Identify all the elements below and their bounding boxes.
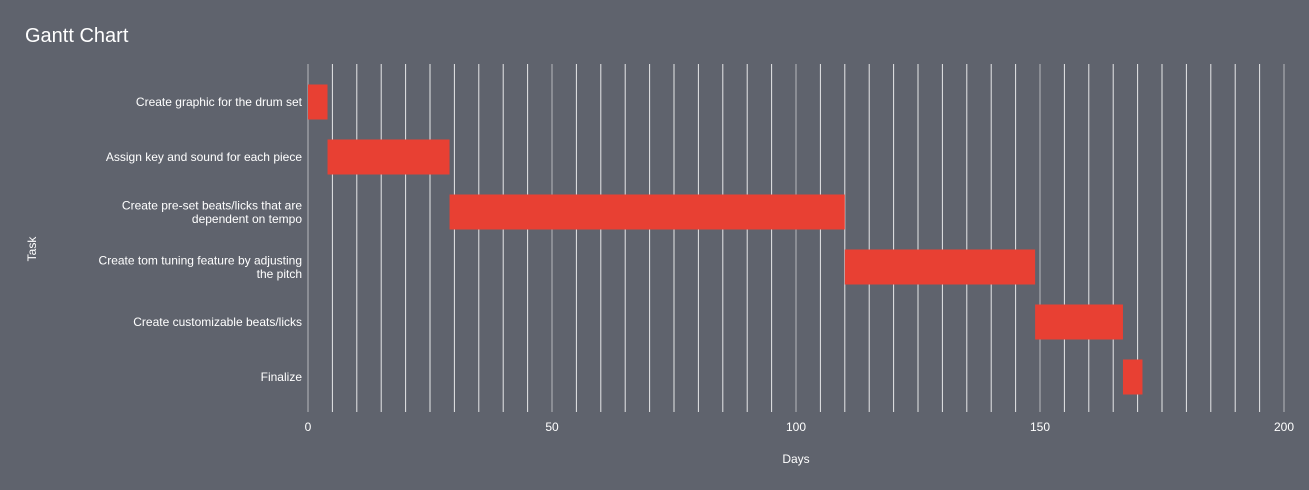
- task-bar: [327, 139, 450, 175]
- task-bar: [308, 84, 328, 120]
- x-tick-label: 100: [786, 420, 806, 434]
- task-bar: [1122, 359, 1143, 395]
- task-label: Finalize: [261, 370, 303, 384]
- task-label: Create tom tuning feature by adjusting th…: [99, 253, 302, 281]
- task-label: Create pre-set beats/licks that are depen…: [122, 198, 302, 226]
- task-label: Create graphic for the drum set: [136, 95, 303, 109]
- task-label: Assign key and sound for each piece: [106, 150, 302, 164]
- x-tick-label: 200: [1274, 420, 1294, 434]
- task-label: Create customizable beats/licks: [133, 315, 302, 329]
- x-tick-label: 50: [545, 420, 559, 434]
- task-bar: [1035, 304, 1123, 340]
- x-tick-labels: 0 50 100 150 200: [305, 420, 1295, 434]
- x-tick-label: 150: [1030, 420, 1050, 434]
- chart-title: Gantt Chart: [25, 25, 129, 47]
- x-axis-title: Days: [782, 452, 809, 466]
- task-bar: [449, 194, 845, 230]
- task-bars: [308, 84, 1143, 395]
- x-tick-label: 0: [305, 420, 312, 434]
- task-labels: Create graphic for the drum set Assign ke…: [99, 95, 303, 384]
- task-bar: [844, 249, 1036, 285]
- y-axis-title: Task: [25, 236, 39, 262]
- grid-lines: [307, 64, 1285, 412]
